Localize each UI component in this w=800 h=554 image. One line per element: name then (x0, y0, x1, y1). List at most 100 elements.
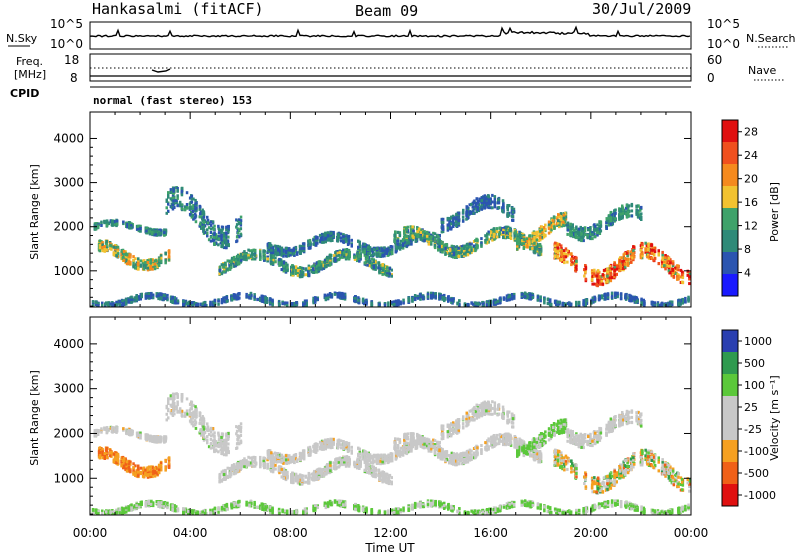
power-cell (606, 274, 609, 278)
power-cell (365, 260, 368, 264)
power-cell (403, 240, 406, 244)
power-cell (188, 196, 192, 200)
power-cell (315, 269, 319, 273)
power-cell (444, 252, 447, 256)
power-cell (411, 234, 414, 238)
power-cell (120, 252, 123, 256)
power-cell (646, 255, 650, 259)
power-cell (314, 241, 318, 245)
power-cell (363, 251, 366, 255)
power-cell (113, 248, 117, 252)
power-cell (217, 231, 221, 235)
power-cell (172, 199, 175, 203)
power-cell (557, 219, 560, 223)
power-cell (202, 220, 206, 224)
power-cell (269, 255, 273, 259)
power-cell (280, 248, 283, 251)
power-cell (372, 248, 376, 251)
power-cell (122, 252, 126, 256)
power-cell (339, 236, 343, 240)
power-cell (474, 249, 477, 253)
power-cell (198, 215, 201, 219)
power-cell (291, 264, 294, 268)
power-cell (115, 253, 118, 257)
power-cell (228, 267, 232, 271)
power-cell (232, 256, 236, 260)
power-cell (324, 233, 327, 237)
power-cell (570, 263, 573, 267)
power-cell (137, 227, 140, 231)
power-cell (284, 263, 287, 266)
power-cell (167, 202, 170, 206)
power-cell (663, 264, 666, 268)
power-cell (487, 201, 491, 205)
power-cell (110, 247, 113, 251)
power-cell (324, 235, 327, 239)
power-cell (437, 235, 440, 239)
power-cell (207, 238, 211, 242)
power-cell (159, 256, 163, 260)
power-cell (103, 245, 106, 248)
power-cell (122, 220, 125, 224)
power-cell (584, 265, 588, 269)
power-cell (308, 243, 312, 247)
power-cell (312, 242, 315, 246)
date-title: 30/Jul/2009 (592, 0, 691, 18)
power-cell (101, 249, 104, 253)
power-cell (506, 211, 509, 215)
power-cell (252, 257, 255, 261)
power-cell (329, 254, 332, 258)
power-cell (339, 239, 343, 243)
power-cell (414, 235, 417, 239)
power-cell (199, 222, 202, 226)
power-cell (165, 211, 168, 215)
power-cell (185, 203, 189, 206)
power-cell (247, 248, 250, 252)
power-cell (130, 224, 133, 228)
power-cell (491, 193, 494, 197)
power-cell (377, 261, 380, 265)
power-cell (176, 186, 179, 190)
power-cell (417, 227, 421, 231)
power-cell (368, 246, 372, 250)
power-cell (613, 273, 616, 277)
power-cell (153, 259, 157, 263)
power-cell (167, 258, 171, 262)
power-cell (317, 263, 321, 267)
power-cell (314, 235, 318, 239)
power-cell (218, 272, 221, 276)
power-cell (271, 261, 274, 265)
power-cell (134, 257, 137, 261)
power-cell (176, 196, 179, 200)
power-cell (503, 226, 507, 230)
power-cell (606, 267, 609, 271)
power-cell (329, 262, 332, 265)
power-cell (446, 223, 450, 227)
power-cell (485, 197, 488, 201)
noise-right-label: N.Search (746, 32, 796, 45)
power-cell (310, 265, 313, 269)
beam-title: Beam 09 (355, 2, 418, 20)
power-cell (287, 253, 290, 257)
power-cell (381, 268, 384, 272)
power-cell (491, 200, 494, 204)
power-cell (347, 249, 351, 253)
power-cell (299, 271, 303, 275)
power-cell (342, 235, 345, 238)
power-cell (314, 238, 318, 242)
power-cell (452, 245, 455, 249)
power-cell (419, 231, 423, 234)
power-cell (427, 242, 431, 246)
power-cell (290, 273, 293, 277)
power-cell (171, 196, 175, 200)
power-cell (465, 217, 468, 221)
power-cell (468, 248, 472, 252)
power-cell (433, 232, 437, 236)
power-cell (321, 240, 324, 244)
power-cell (650, 243, 653, 247)
power-cell (273, 250, 277, 254)
power-cell (396, 242, 399, 246)
power-cell (132, 265, 135, 269)
power-cell (446, 226, 450, 230)
power-cell (266, 257, 269, 261)
